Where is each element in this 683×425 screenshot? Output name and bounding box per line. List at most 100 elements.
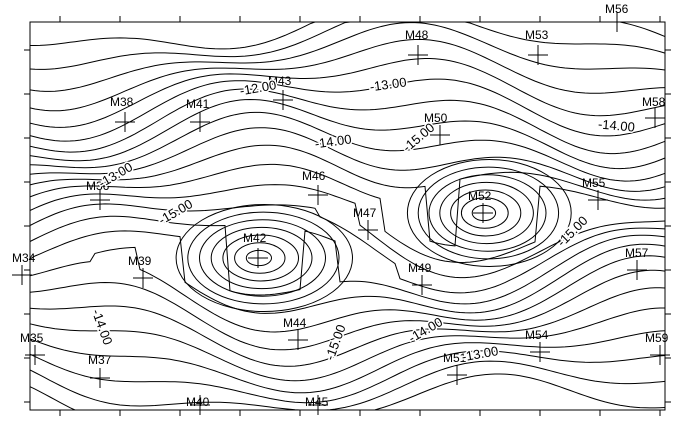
contour-line [29, 330, 666, 394]
well-label: M44 [283, 316, 307, 330]
well-marker [447, 365, 467, 385]
well-label: M47 [353, 206, 377, 220]
contour-line [29, 215, 666, 305]
well-marker [627, 260, 647, 280]
contour-line [29, 230, 666, 314]
well-marker [308, 185, 328, 205]
well-label: M40 [186, 395, 210, 409]
well-marker [115, 112, 135, 132]
well-marker [190, 395, 210, 415]
contour-line [29, 127, 666, 192]
contour-label: -14.00 [89, 307, 116, 347]
contour-line [29, 350, 666, 404]
well-label: M49 [408, 261, 432, 275]
contour-label: -14.00 [406, 314, 445, 345]
wells: M56 M48 M53 M43 M38 M41 M58 M50 M36 M46 M55 M52 M47 M… [12, 2, 670, 415]
well-label: M50 [424, 111, 448, 125]
contour-label: -15.00 [322, 322, 349, 362]
contour-label: -13.00 [96, 159, 135, 190]
well-label: M45 [305, 395, 329, 409]
contour-line [29, 111, 666, 182]
contour-ring [222, 234, 300, 282]
well-label: M42 [243, 231, 267, 245]
well-label: M43 [268, 74, 292, 88]
well-marker [90, 368, 110, 388]
contour-ring [245, 249, 272, 267]
contour-line [29, 98, 666, 170]
frame-ticks [24, 16, 671, 416]
well-label: M51 [443, 351, 467, 365]
well-marker [530, 342, 550, 362]
well-marker [248, 248, 268, 268]
contour-line [29, 360, 666, 411]
contour-ring [187, 211, 340, 305]
well-label: M46 [302, 169, 326, 183]
contour-line [29, 38, 666, 112]
well-marker [308, 395, 328, 415]
contour-line [29, 287, 666, 367]
contour-line [29, 246, 666, 333]
well-marker [25, 345, 45, 365]
well-label: M34 [12, 251, 36, 265]
contour-ring [199, 219, 326, 297]
well-marker [358, 220, 378, 240]
contour-line [29, 203, 666, 294]
contour-ring [450, 189, 522, 237]
well-label: M41 [186, 97, 210, 111]
contour-line [29, 269, 666, 351]
well-label: M57 [625, 246, 649, 260]
well-marker [288, 330, 308, 350]
well-label: M55 [582, 176, 606, 190]
contour-line [29, 21, 666, 70]
contour-line [29, 88, 666, 155]
well-marker [90, 190, 110, 210]
contour-line [30, 21, 666, 50]
well-label: M38 [110, 95, 134, 109]
contour-ring [471, 204, 497, 222]
contour-line [29, 307, 665, 382]
contour-line [29, 22, 666, 92]
well-marker [645, 108, 665, 128]
well-marker [408, 45, 428, 65]
contour-line [29, 58, 666, 128]
well-label: M52 [468, 189, 492, 203]
well-label: M35 [20, 331, 44, 345]
contour-ring [175, 203, 353, 313]
contour-ring [417, 166, 560, 260]
well-label: M58 [642, 95, 666, 109]
well-marker [588, 190, 608, 210]
well-label: M54 [525, 328, 549, 342]
contour-ring [210, 226, 313, 290]
contour-lines [29, 21, 666, 411]
contour-label: -13.00 [369, 74, 408, 94]
well-label: M37 [88, 353, 112, 367]
well-marker [412, 275, 432, 295]
contour-line [29, 373, 666, 411]
well-marker [607, 12, 627, 32]
well-label: M39 [128, 254, 152, 268]
contour-ring [439, 181, 534, 245]
contour-label: -14.00 [597, 116, 635, 134]
well-marker [430, 125, 450, 145]
contour-label: -14.00 [314, 131, 353, 151]
well-label: M59 [645, 331, 669, 345]
well-label: M36 [86, 179, 110, 193]
contour-ring [460, 197, 509, 229]
well-marker [273, 90, 293, 110]
well-marker [528, 45, 548, 65]
well-marker [650, 345, 670, 365]
contour-line [29, 163, 666, 264]
well-label: M56 [605, 2, 629, 16]
contour-line [29, 78, 666, 142]
well-label: M48 [405, 28, 429, 42]
contour-ring [428, 174, 547, 252]
well-marker [190, 112, 210, 132]
contour-ring [234, 242, 286, 274]
well-marker [473, 203, 493, 223]
contour-label: -15.00 [399, 120, 437, 155]
contour-line [29, 144, 666, 247]
well-marker [133, 268, 153, 288]
well-marker [12, 265, 32, 285]
